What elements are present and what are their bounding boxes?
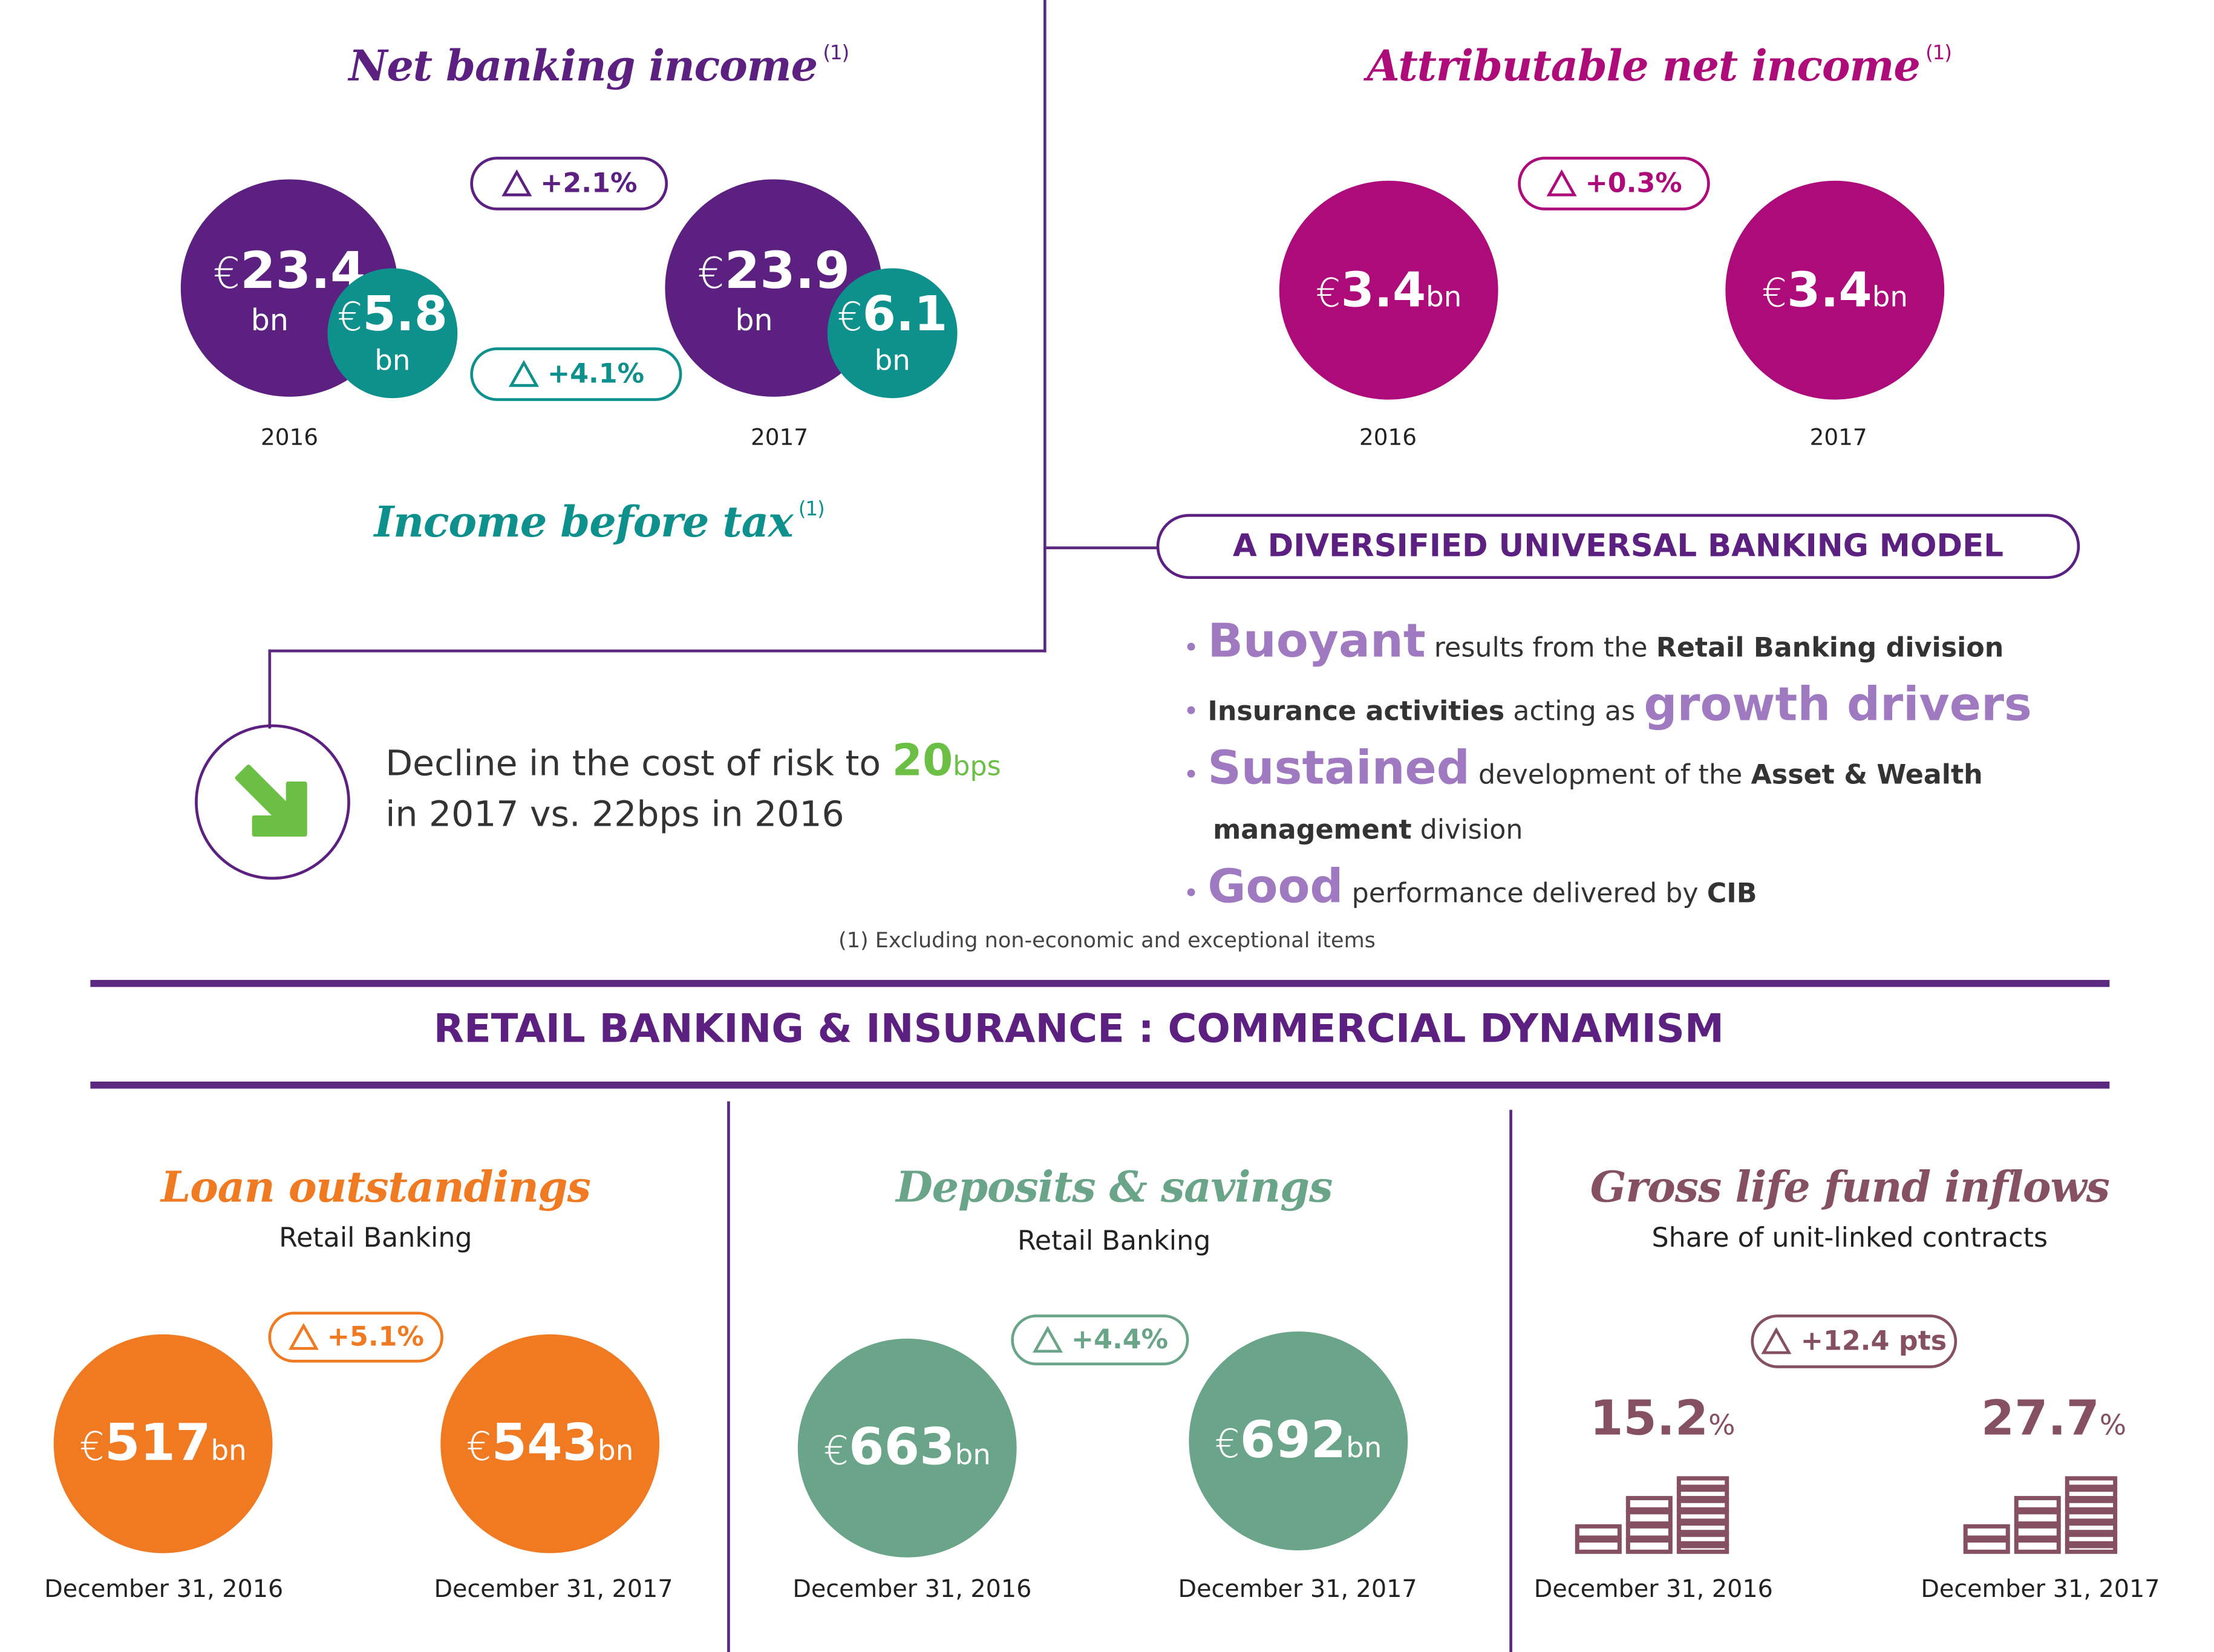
life-subtitle: Share of unit-linked contracts xyxy=(1651,1223,2048,1254)
loans-subtitle: Retail Banking xyxy=(279,1223,472,1254)
ibt-title: Income before tax (1) xyxy=(374,498,825,548)
ani-2016-circle: €3.4bn xyxy=(1279,180,1498,400)
bullet-2: • Insurance activities acting as growth … xyxy=(1183,676,2032,732)
life-2017-date: December 31, 2017 xyxy=(1921,1575,2160,1604)
loans-title: Loan outstandings xyxy=(161,1163,591,1213)
ani-2017-label: 2017 xyxy=(1809,423,1867,451)
model-title-box: A DIVERSIFIED UNIVERSAL BANKING MODEL xyxy=(1156,514,2080,580)
life-2017-value: 27.7% xyxy=(1981,1391,2127,1448)
loans-2017-circle: €543bn xyxy=(440,1334,660,1553)
loans-change-badge: +5.1% xyxy=(268,1311,443,1363)
life-title: Gross life fund inflows xyxy=(1590,1163,2110,1213)
triangle-delta-icon xyxy=(1762,1327,1792,1354)
deposits-2016-date: December 31, 2016 xyxy=(792,1575,1032,1604)
risk-text: Decline in the cost of risk to 20bps in … xyxy=(385,736,1001,835)
risk-icon-circle xyxy=(195,724,350,880)
deposits-2017-circle: €692bn xyxy=(1189,1331,1408,1550)
loans-2017-date: December 31, 2017 xyxy=(434,1575,673,1604)
model-bullets: • Buoyant results from the Retail Bankin… xyxy=(1183,613,2032,922)
nbi-2016-label: 2016 xyxy=(260,423,319,451)
section-rule-top xyxy=(90,979,2110,987)
footnote: (1) Excluding non-economic and exception… xyxy=(838,927,1376,953)
deposits-subtitle: Retail Banking xyxy=(1017,1226,1211,1257)
ibt-change-badge: +4.1% xyxy=(470,347,682,401)
connector-to-model xyxy=(1043,546,1160,550)
life-change-badge: +12.4 pts xyxy=(1751,1314,1958,1368)
bullet-3-cont: management division xyxy=(1213,814,1523,846)
section-rule-bottom xyxy=(90,1081,2110,1089)
nbi-change-badge: +2.1% xyxy=(470,157,668,211)
arrow-down-right-icon xyxy=(235,764,307,837)
bullet-3: • Sustained development of the Asset & W… xyxy=(1183,740,1983,795)
triangle-delta-icon xyxy=(508,360,539,387)
model-title: A DIVERSIFIED UNIVERSAL BANKING MODEL xyxy=(1232,529,2004,564)
triangle-delta-icon xyxy=(501,169,532,197)
nbi-title: Net banking income (1) xyxy=(348,42,850,92)
bullet-4: • Good performance delivered by CIB xyxy=(1183,858,1757,914)
ani-change-badge: +0.3% xyxy=(1518,157,1710,211)
life-2016-value: 15.2% xyxy=(1590,1391,1736,1448)
deposits-title: Deposits & savings xyxy=(896,1163,1333,1213)
coin-stacks-2016-icon xyxy=(1575,1476,1729,1554)
triangle-delta-icon xyxy=(288,1323,319,1350)
connector-to-risk xyxy=(268,649,1047,653)
divider-bottom-2 xyxy=(1509,1109,1512,1652)
nbi-2017-label: 2017 xyxy=(750,423,809,451)
section-title: RETAIL BANKING & INSURANCE : COMMERCIAL … xyxy=(433,1005,1724,1052)
ibt-2017-circle: €6.1 bn xyxy=(827,268,958,399)
bullet-1: • Buoyant results from the Retail Bankin… xyxy=(1183,613,2004,668)
deposits-change-badge: +4.4% xyxy=(1011,1314,1189,1366)
triangle-delta-icon xyxy=(1546,169,1576,197)
divider-vertical-top xyxy=(1043,0,1047,653)
life-2016-date: December 31, 2016 xyxy=(1533,1575,1773,1604)
divider-bottom-1 xyxy=(727,1101,730,1652)
loans-2016-circle: €517bn xyxy=(53,1334,273,1553)
ani-title: Attributable net income (1) xyxy=(1367,42,1953,92)
ani-2016-label: 2016 xyxy=(1359,423,1417,451)
deposits-2016-circle: €663bn xyxy=(797,1338,1017,1558)
ani-2017-circle: €3.4bn xyxy=(1725,180,1945,400)
loans-2016-date: December 31, 2016 xyxy=(44,1575,284,1604)
triangle-delta-icon xyxy=(1032,1325,1063,1353)
deposits-2017-date: December 31, 2017 xyxy=(1178,1575,1417,1604)
connector-to-risk-down xyxy=(268,649,272,729)
coin-stacks-2017-icon xyxy=(1963,1476,2118,1554)
ibt-2016-circle: €5.8 bn xyxy=(327,268,458,399)
